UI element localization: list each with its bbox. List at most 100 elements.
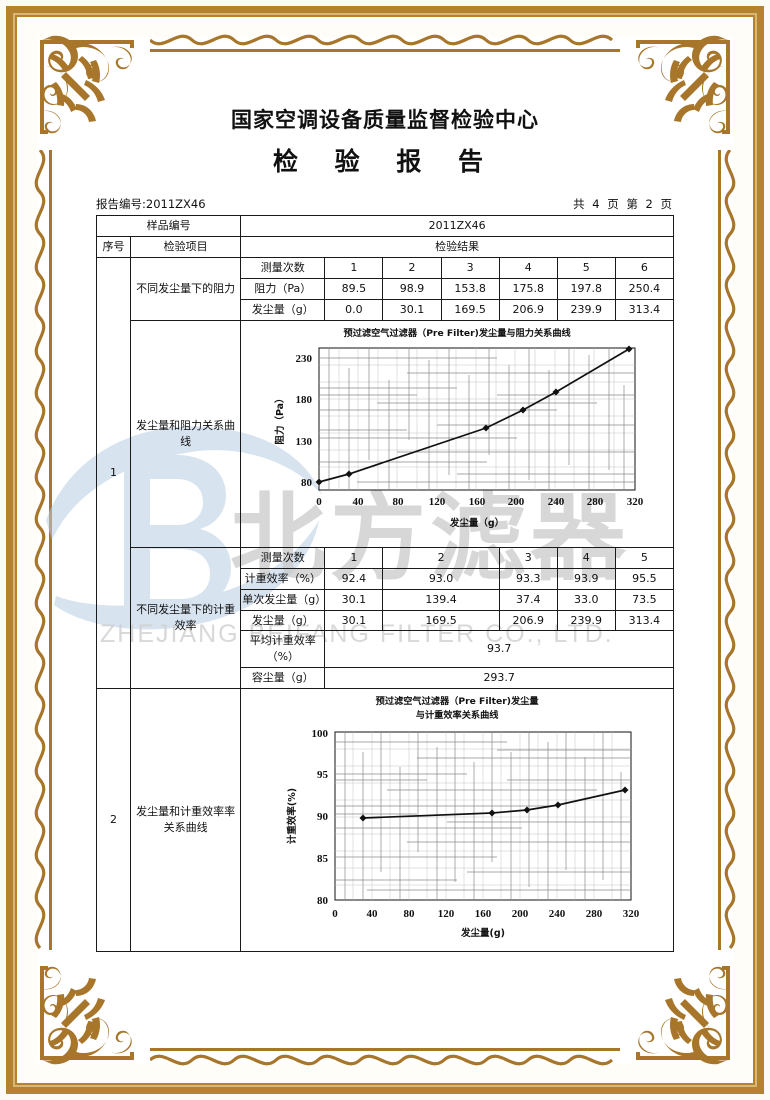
chart1-ytick-80: 80 xyxy=(301,477,313,489)
chart-dust-vs-efficiency: 预过滤空气过滤器（Pre Filter)发尘量 与计重效率关系曲线 xyxy=(242,691,672,949)
report-number-value: 2011ZX46 xyxy=(145,197,206,211)
chart2-xtick-40: 40 xyxy=(367,908,379,920)
table-row-eff-counts: 不同发尘量下的计重效率 测量次数 1 2 3 4 5 xyxy=(97,546,675,690)
cell: 30.1 xyxy=(324,588,384,611)
chart2-ytick-90: 90 xyxy=(317,811,329,823)
label-dust-capacity: 容尘量（g） xyxy=(240,667,326,690)
chart2-xlabel: 发尘量(g) xyxy=(460,927,505,939)
edge-ornament-left xyxy=(27,150,53,950)
cell: 5 xyxy=(556,256,616,279)
row-seq-1: 1 xyxy=(95,256,132,690)
label-dust-g: 发尘量（g） xyxy=(240,298,326,321)
cell: 5 xyxy=(614,546,675,569)
chart2-cell: 预过滤空气过滤器（Pre Filter)发尘量 与计重效率关系曲线 xyxy=(240,688,674,953)
chart-dust-vs-resistance: 预过滤空气过滤器（Pre Filter)发尘量与阻力关系曲线 xyxy=(242,323,672,545)
cell: 313.4 xyxy=(614,298,675,321)
chart1-title: 预过滤空气过滤器（Pre Filter)发尘量与阻力关系曲线 xyxy=(343,327,571,339)
label-dust-g-2: 发尘量（g） xyxy=(240,609,326,632)
chart1-xlabel: 发尘量（g） xyxy=(449,517,504,529)
cell: 239.9 xyxy=(556,609,616,632)
table-row-dust-capacity: 容尘量（g） 293.7 xyxy=(97,667,674,690)
cell: 89.5 xyxy=(324,277,384,300)
cell: 2 xyxy=(382,256,442,279)
column-header-seq: 序号 xyxy=(95,235,132,258)
edge-ornament-bottom xyxy=(150,1047,620,1073)
corner-ornament-top-right xyxy=(626,26,744,144)
chart1-xtick-0: 0 xyxy=(316,496,322,508)
cell: 92.4 xyxy=(324,567,384,590)
column-header-result: 检验结果 xyxy=(240,235,674,258)
cell: 1 xyxy=(324,256,384,279)
cell: 4 xyxy=(556,546,616,569)
chart2-xtick-320: 320 xyxy=(623,908,640,920)
report-number: 报告编号:2011ZX46 xyxy=(96,196,206,212)
table-row-sample: 样品编号 2011ZX46 xyxy=(95,215,674,237)
value-avg-efficiency: 93.7 xyxy=(324,630,674,669)
page-title: 检 验 报 告 xyxy=(272,147,498,176)
cell: 250.4 xyxy=(614,277,675,300)
chart2-ytick-95: 95 xyxy=(317,769,329,781)
cell: 197.8 xyxy=(556,277,616,300)
table-row-single-dust: 单次发尘量（g） 30.1 139.4 37.4 33.0 73.5 xyxy=(97,588,675,611)
chart1-xtick-80: 80 xyxy=(393,496,405,508)
column-header-item: 检验项目 xyxy=(130,235,242,258)
cell: 206.9 xyxy=(498,609,558,632)
cell: 169.5 xyxy=(440,298,500,321)
cell: 30.1 xyxy=(324,609,384,632)
cell: 73.5 xyxy=(614,588,675,611)
row-seq-2: 2 xyxy=(95,688,132,953)
sample-label: 样品编号 xyxy=(95,215,242,237)
inspection-table: 样品编号 2011ZX46 序号 检验项目 检验结果 1 不同发尘量下的阻力 测… xyxy=(95,215,675,953)
chart2-ylabel: 计重效率(%) xyxy=(286,788,298,844)
chart2-xtick-120: 120 xyxy=(438,908,455,920)
table-row-cumulative-dust: 发尘量（g） 30.1 169.5 206.9 239.9 313.4 xyxy=(97,609,675,632)
chart1-xtick-160: 160 xyxy=(469,496,486,508)
label-single-dust: 单次发尘量（g） xyxy=(240,588,326,611)
table-row-resistance-counts: 1 不同发尘量下的阻力 测量次数 1 2 3 4 5 6 xyxy=(95,256,675,690)
chart2-xtick-80: 80 xyxy=(404,908,416,920)
cell: 98.9 xyxy=(382,277,442,300)
page-indicator: 共 4 页 第 2 页 xyxy=(573,197,674,211)
item-curve1-label: 发尘量和阻力关系曲线 xyxy=(130,319,242,548)
chart1-xtick-320: 320 xyxy=(627,496,644,508)
sample-value: 2011ZX46 xyxy=(240,215,674,237)
label-measure-count-2: 测量次数 xyxy=(240,546,326,569)
label-avg-efficiency: 平均计重效率（%） xyxy=(240,630,326,669)
chart1-xtick-200: 200 xyxy=(508,496,525,508)
label-resistance-pa: 阻力（Pa） xyxy=(240,277,326,300)
chart2-xtick-280: 280 xyxy=(586,908,603,920)
cell: 93.9 xyxy=(556,567,616,590)
report-number-label: 报告编号: xyxy=(96,197,146,211)
chart1-ylabel: 阻力（Pa） xyxy=(274,394,286,445)
cell: 2 xyxy=(382,546,500,569)
chart2-title-line1: 预过滤空气过滤器（Pre Filter)发尘量 xyxy=(375,696,539,708)
chart1-cell: 预过滤空气过滤器（Pre Filter)发尘量与阻力关系曲线 xyxy=(240,319,674,548)
cell: 3 xyxy=(498,546,558,569)
edge-ornament-right xyxy=(717,150,743,950)
cell: 33.0 xyxy=(556,588,616,611)
cell: 313.4 xyxy=(614,609,675,632)
table-row-header: 序号 检验项目 检验结果 xyxy=(95,235,674,258)
table-row-chart1: 发尘量和阻力关系曲线 预过滤空气过滤器（Pre Filter)发尘量与阻力关系曲… xyxy=(97,319,674,548)
value-dust-capacity: 293.7 xyxy=(324,667,674,690)
chart1-xtick-40: 40 xyxy=(353,496,365,508)
issuing-organization: 国家空调设备质量监督检验中心 xyxy=(231,108,539,132)
item-resistance-label: 不同发尘量下的阻力 xyxy=(130,256,242,321)
cell: 3 xyxy=(440,256,500,279)
item-efficiency-label: 不同发尘量下的计重效率 xyxy=(130,546,242,690)
corner-ornament-top-left xyxy=(26,26,144,144)
corner-ornament-bottom-left xyxy=(26,956,144,1074)
chart1-ytick-230: 230 xyxy=(296,353,313,365)
chart2-svg: 80 85 90 95 100 0 40 80 120 160 200 xyxy=(286,728,640,939)
cell: 239.9 xyxy=(556,298,616,321)
chart1-ytick-130: 130 xyxy=(296,436,313,448)
chart2-xtick-160: 160 xyxy=(475,908,492,920)
cell: 175.8 xyxy=(498,277,558,300)
chart2-xtick-200: 200 xyxy=(512,908,529,920)
report-content: 国家空调设备质量监督检验中心 检 验 报 告 报告编号:2011ZX46 共 4… xyxy=(95,104,675,953)
chart1-svg: 80 130 180 230 0 40 80 120 160 200 xyxy=(274,345,644,529)
cell: 95.5 xyxy=(614,567,675,590)
report-meta-line: 报告编号:2011ZX46 共 4 页 第 2 页 xyxy=(96,196,674,212)
cell: 153.8 xyxy=(440,277,500,300)
